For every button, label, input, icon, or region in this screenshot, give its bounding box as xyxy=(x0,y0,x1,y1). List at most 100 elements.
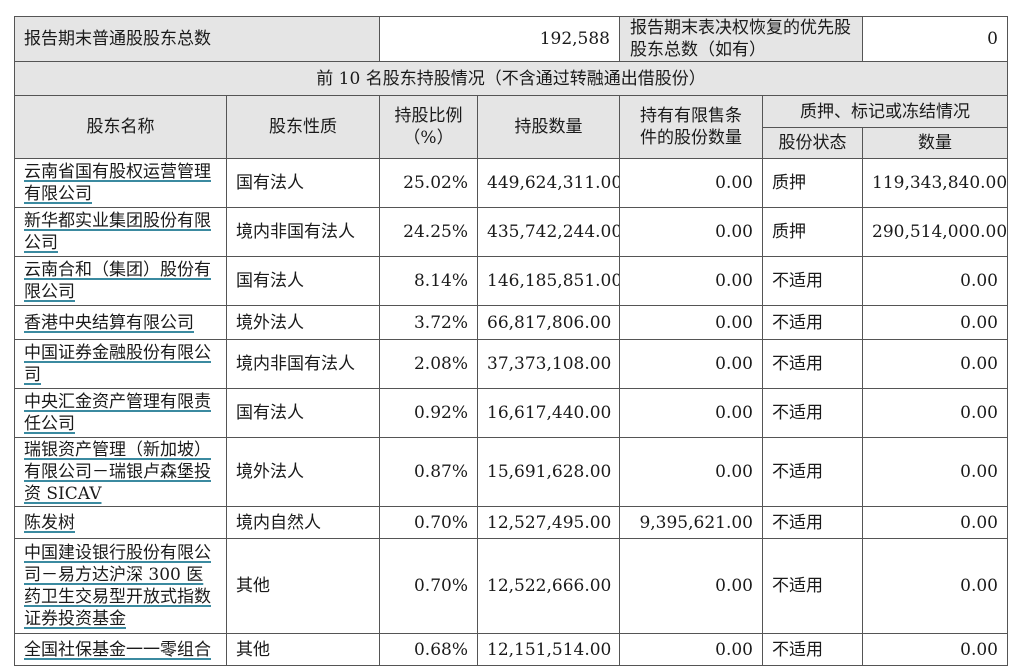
shareholder-nature-cell: 境内非国有法人 xyxy=(226,339,380,389)
shareholder-name-cell: 中国证券金融股份有限公司 xyxy=(14,339,227,389)
shareholder-nature: 国有法人 xyxy=(236,403,304,423)
pledge-status: 质押 xyxy=(772,173,806,193)
pledge-status-cell: 不适用 xyxy=(762,538,863,634)
holding-ratio-cell: 0.87% xyxy=(379,437,478,507)
shareholder-table-sheet: 报告期末普通股股东总数 192,588 报告期末表决权恢复的优先股股东总数（如有… xyxy=(14,16,1008,666)
table-row: 云南合和（集团）股份有限公司 国有法人 8.14% 146,185,851.00 0.0… xyxy=(14,256,1008,306)
holding-ratio-cell: 25.02% xyxy=(379,158,478,208)
shareholder-name: 陈发树 xyxy=(24,512,75,533)
pledge-status: 不适用 xyxy=(772,462,823,482)
shareholder-name: 新华都实业集团股份有限公司 xyxy=(24,211,211,253)
shareholder-name-cell: 中央汇金资产管理有限责任公司 xyxy=(14,388,227,438)
holding-ratio-cell: 8.14% xyxy=(379,256,478,306)
restricted-quantity: 0.00 xyxy=(715,576,753,596)
summary-row: 报告期末普通股股东总数 192,588 报告期末表决权恢复的优先股股东总数（如有… xyxy=(14,16,1008,62)
restricted-quantity-cell: 0.00 xyxy=(619,633,763,666)
header-pledge-group: 质押、标记或冻结情况 xyxy=(762,95,1008,128)
restricted-quantity: 0.00 xyxy=(715,403,753,423)
holding-quantity-cell: 449,624,311.00 xyxy=(477,158,620,208)
pledge-status-cell: 不适用 xyxy=(762,339,863,389)
header-row-2: 股份状态 数量 xyxy=(15,127,1008,159)
restricted-quantity-cell: 0.00 xyxy=(619,305,763,340)
header-restricted: 持有有限售条件的股份数量 xyxy=(619,95,763,159)
shareholder-name-cell: 云南省国有股权运营管理有限公司 xyxy=(14,158,227,208)
shareholder-name-cell: 陈发树 xyxy=(14,506,227,539)
holding-ratio-cell: 0.70% xyxy=(379,506,478,539)
table-row: 瑞银资产管理（新加坡）有限公司－瑞银卢森堡投资 SICAV 境外法人 0.87% 15… xyxy=(14,437,1008,507)
holding-quantity: 12,522,666.00 xyxy=(487,576,612,596)
holding-quantity: 37,373,108.00 xyxy=(487,354,612,374)
restricted-quantity: 0.00 xyxy=(715,271,753,291)
header-pledge-quantity: 数量 xyxy=(862,127,1008,159)
restricted-quantity: 0.00 xyxy=(715,173,753,193)
holding-ratio: 2.08% xyxy=(413,354,468,374)
pledged-quantity-cell: 0.00 xyxy=(862,388,1008,438)
restricted-quantity-cell: 0.00 xyxy=(619,339,763,389)
shareholder-name-cell: 瑞银资产管理（新加坡）有限公司－瑞银卢森堡投资 SICAV xyxy=(14,437,227,507)
pledged-quantity: 0.00 xyxy=(960,271,998,291)
pledge-status-cell: 质押 xyxy=(762,158,863,208)
restricted-quantity-cell: 0.00 xyxy=(619,207,763,257)
pledge-status-cell: 不适用 xyxy=(762,506,863,539)
pledged-quantity: 0.00 xyxy=(960,403,998,423)
pledge-status-cell: 质押 xyxy=(762,207,863,257)
holding-ratio: 25.02% xyxy=(403,173,468,193)
restricted-quantity-cell: 0.00 xyxy=(619,256,763,306)
holding-ratio-cell: 3.72% xyxy=(379,305,478,340)
restricted-quantity: 0.00 xyxy=(715,462,753,482)
restricted-quantity: 0.00 xyxy=(715,639,753,660)
holding-ratio: 8.14% xyxy=(413,271,468,291)
pledged-quantity: 0.00 xyxy=(960,312,998,333)
shareholder-nature: 境内非国有法人 xyxy=(236,354,355,374)
restricted-quantity-cell: 0.00 xyxy=(619,437,763,507)
shareholder-nature-cell: 国有法人 xyxy=(226,388,380,438)
restricted-quantity: 0.00 xyxy=(715,312,753,333)
pledge-status: 质押 xyxy=(772,222,806,242)
holding-quantity-cell: 12,151,514.00 xyxy=(477,633,620,666)
table-row: 香港中央结算有限公司 境外法人 3.72% 66,817,806.00 0.00 不适用 0… xyxy=(14,305,1008,340)
holding-ratio: 3.72% xyxy=(413,312,468,333)
table-row: 新华都实业集团股份有限公司 境内非国有法人 24.25% 435,742,244.00… xyxy=(14,207,1008,257)
shareholder-name: 香港中央结算有限公司 xyxy=(24,312,194,333)
holding-ratio-cell: 0.92% xyxy=(379,388,478,438)
holding-ratio: 0.92% xyxy=(413,403,468,423)
shareholder-name: 云南合和（集团）股份有限公司 xyxy=(24,260,211,302)
preferred-holders-label: 报告期末表决权恢复的优先股股东总数（如有） xyxy=(619,16,863,62)
header-quantity: 持股数量 xyxy=(477,95,620,159)
shareholder-name: 云南省国有股权运营管理有限公司 xyxy=(24,162,211,204)
pledged-quantity: 290,514,000.00 xyxy=(872,222,1008,242)
header-pledge-status: 股份状态 xyxy=(762,127,863,159)
shareholder-rows: 云南省国有股权运营管理有限公司 国有法人 25.02% 449,624,311.00 0… xyxy=(14,158,1008,666)
holding-quantity: 435,742,244.00 xyxy=(487,222,620,242)
shareholder-nature: 其他 xyxy=(236,576,270,596)
shareholder-nature-cell: 国有法人 xyxy=(226,158,380,208)
pledge-status: 不适用 xyxy=(772,312,823,333)
holding-quantity-cell: 12,522,666.00 xyxy=(477,538,620,634)
shareholder-nature: 国有法人 xyxy=(236,271,304,291)
shareholder-name-cell: 香港中央结算有限公司 xyxy=(14,305,227,340)
pledged-quantity: 0.00 xyxy=(960,576,998,596)
restricted-quantity-cell: 0.00 xyxy=(619,388,763,438)
shareholder-name: 中国建设银行股份有限公司－易方达沪深 300 医药卫生交易型开放式指数证券投资基… xyxy=(24,543,211,629)
shareholder-name-cell: 新华都实业集团股份有限公司 xyxy=(14,207,227,257)
table-row: 全国社保基金一一零组合 其他 0.68% 12,151,514.00 0.00 不适用 0.… xyxy=(14,633,1008,666)
pledged-quantity-cell: 0.00 xyxy=(862,538,1008,634)
section-title-row: 前 10 名股东持股情况（不含通过转融通出借股份） xyxy=(14,61,1008,96)
holding-ratio: 0.70% xyxy=(413,512,468,533)
holding-quantity-cell: 37,373,108.00 xyxy=(477,339,620,389)
pledged-quantity: 119,343,840.00 xyxy=(872,173,1008,193)
holding-quantity-cell: 66,817,806.00 xyxy=(477,305,620,340)
holding-quantity: 146,185,851.00 xyxy=(487,271,620,291)
shareholder-nature: 境内非国有法人 xyxy=(236,222,355,242)
pledged-quantity: 0.00 xyxy=(960,354,998,374)
pledged-quantity-cell: 0.00 xyxy=(862,256,1008,306)
pledge-status-cell: 不适用 xyxy=(762,633,863,666)
common-holders-label: 报告期末普通股股东总数 xyxy=(14,16,380,62)
holding-quantity: 449,624,311.00 xyxy=(487,173,620,193)
holding-quantity: 12,527,495.00 xyxy=(487,512,612,533)
holding-ratio: 0.87% xyxy=(413,462,468,482)
holding-ratio-cell: 0.70% xyxy=(379,538,478,634)
restricted-quantity: 0.00 xyxy=(715,354,753,374)
shareholder-name-cell: 云南合和（集团）股份有限公司 xyxy=(14,256,227,306)
header-name: 股东名称 xyxy=(14,95,227,159)
